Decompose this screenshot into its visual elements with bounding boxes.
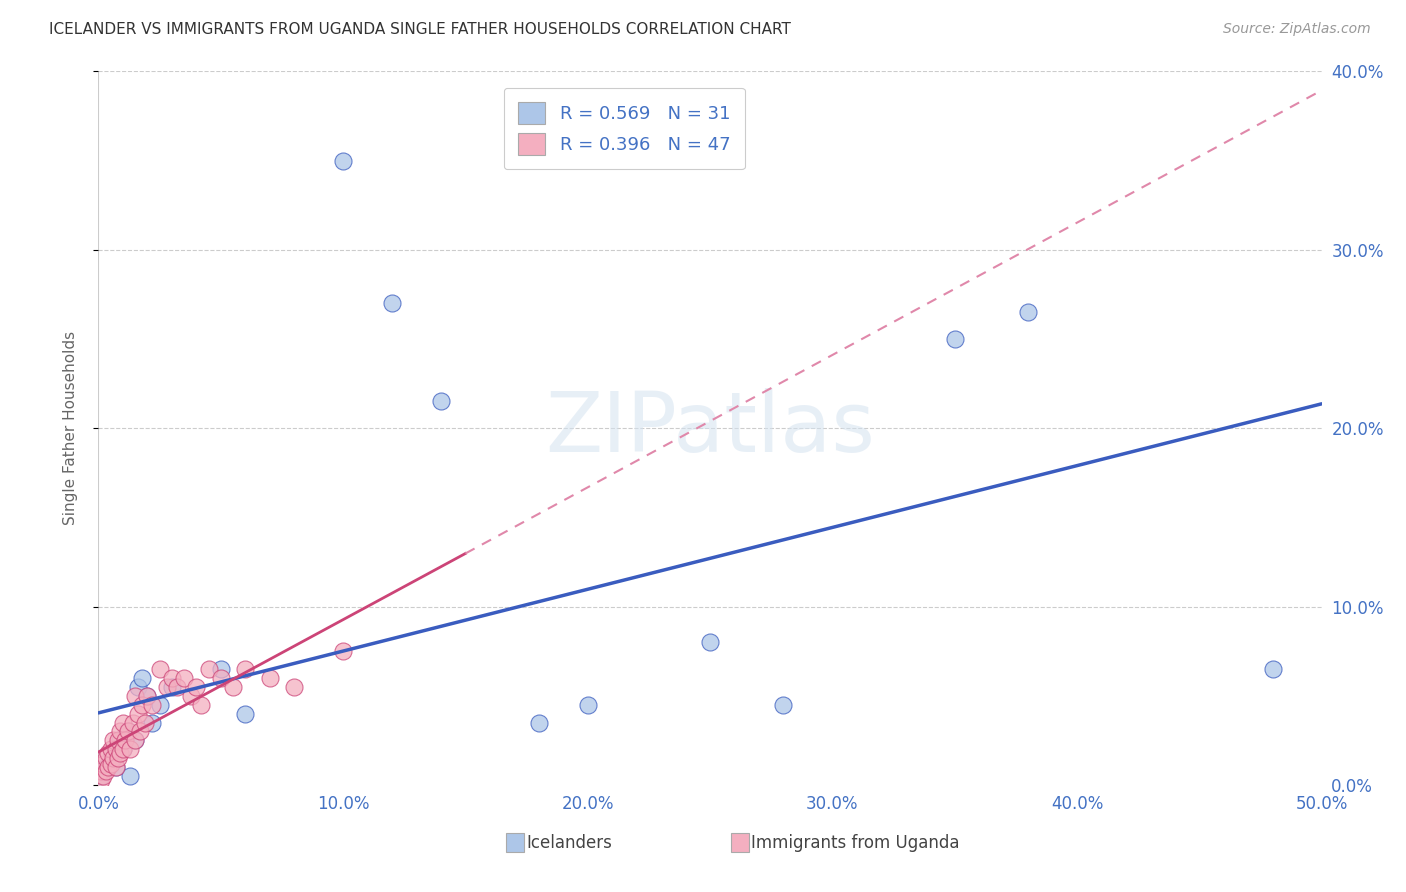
Point xyxy=(107,751,129,765)
Point xyxy=(97,746,120,760)
Point xyxy=(101,746,124,760)
Point xyxy=(111,715,134,730)
Point xyxy=(120,742,142,756)
Point xyxy=(121,715,143,730)
Point xyxy=(160,680,183,694)
Y-axis label: Single Father Households: Single Father Households xyxy=(63,331,77,525)
Point xyxy=(104,760,127,774)
Point xyxy=(943,332,966,346)
Point xyxy=(1017,305,1039,319)
Legend: R = 0.569   N = 31, R = 0.396   N = 47: R = 0.569 N = 31, R = 0.396 N = 47 xyxy=(503,87,745,169)
Point xyxy=(111,742,134,756)
Point xyxy=(149,698,172,712)
Point xyxy=(120,769,142,783)
Point xyxy=(90,764,112,778)
Point xyxy=(527,715,550,730)
Point xyxy=(90,772,112,787)
Point xyxy=(197,662,219,676)
Point xyxy=(1261,662,1284,676)
Point xyxy=(127,680,149,694)
Point xyxy=(699,635,721,649)
Text: ICELANDER VS IMMIGRANTS FROM UGANDA SINGLE FATHER HOUSEHOLDS CORRELATION CHART: ICELANDER VS IMMIGRANTS FROM UGANDA SING… xyxy=(49,22,792,37)
Point xyxy=(332,644,354,658)
Point xyxy=(141,715,163,730)
Point xyxy=(332,153,354,168)
Point xyxy=(90,769,112,783)
Point xyxy=(259,671,281,685)
Point xyxy=(222,680,245,694)
Point xyxy=(101,751,124,765)
Point xyxy=(136,689,159,703)
Point xyxy=(134,715,156,730)
Point xyxy=(100,751,122,765)
Point xyxy=(190,698,212,712)
Point xyxy=(110,733,132,747)
Point xyxy=(124,733,146,747)
Point xyxy=(97,756,120,771)
Point xyxy=(160,671,183,685)
Point xyxy=(131,671,153,685)
Point xyxy=(107,733,129,747)
Point xyxy=(114,733,136,747)
Text: Icelanders: Icelanders xyxy=(526,834,612,852)
Point xyxy=(111,742,134,756)
Point xyxy=(117,724,139,739)
Point xyxy=(136,689,159,703)
Point xyxy=(94,764,117,778)
Point xyxy=(156,680,179,694)
Point xyxy=(101,733,124,747)
Point xyxy=(186,680,208,694)
Point xyxy=(100,756,122,771)
Text: Immigrants from Uganda: Immigrants from Uganda xyxy=(751,834,960,852)
Point xyxy=(124,733,146,747)
Point xyxy=(91,764,114,778)
Point xyxy=(141,698,163,712)
Point xyxy=(104,760,127,774)
Point xyxy=(209,671,232,685)
Point xyxy=(381,296,404,310)
Point xyxy=(209,662,232,676)
Point xyxy=(94,751,117,765)
Point xyxy=(94,760,117,774)
Point xyxy=(117,724,139,739)
Point xyxy=(283,680,305,694)
Point xyxy=(127,706,149,721)
Point xyxy=(576,698,599,712)
Point xyxy=(91,769,114,783)
Point xyxy=(97,760,120,774)
Point xyxy=(149,662,172,676)
Point xyxy=(100,742,122,756)
Point xyxy=(124,689,146,703)
Point xyxy=(173,671,195,685)
Point xyxy=(772,698,794,712)
Point xyxy=(233,662,256,676)
Point xyxy=(110,746,132,760)
Point xyxy=(131,698,153,712)
Point xyxy=(107,742,129,756)
Point xyxy=(166,680,188,694)
Point xyxy=(110,724,132,739)
Text: Source: ZipAtlas.com: Source: ZipAtlas.com xyxy=(1223,22,1371,37)
Point xyxy=(91,756,114,771)
Text: ZIPatlas: ZIPatlas xyxy=(546,388,875,468)
Point xyxy=(233,706,256,721)
Point xyxy=(430,394,453,409)
Point xyxy=(129,724,152,739)
Point xyxy=(180,689,202,703)
Point xyxy=(104,742,127,756)
